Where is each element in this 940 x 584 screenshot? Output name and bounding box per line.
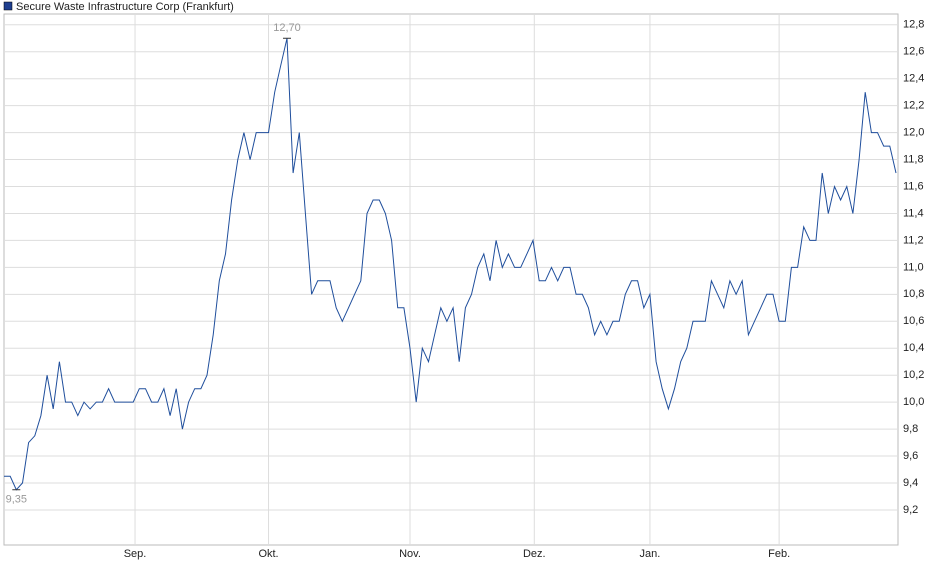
y-tick-label: 10,0: [903, 396, 924, 408]
y-tick-label: 10,4: [903, 342, 924, 354]
y-tick-label: 11,8: [903, 153, 924, 165]
y-tick-label: 11,6: [903, 180, 924, 192]
y-tick-label: 9,6: [903, 450, 918, 462]
y-tick-label: 11,0: [903, 261, 924, 273]
extreme-label: 9,35: [6, 494, 27, 506]
y-tick-label: 9,8: [903, 423, 918, 435]
y-tick-label: 12,6: [903, 46, 924, 58]
y-tick-label: 9,4: [903, 477, 918, 489]
y-tick-label: 12,2: [903, 100, 924, 112]
y-tick-label: 12,8: [903, 19, 924, 31]
y-tick-label: 10,6: [903, 315, 924, 327]
y-tick-label: 9,2: [903, 504, 918, 516]
legend-swatch: [3, 1, 13, 11]
y-tick-label: 10,2: [903, 369, 924, 381]
x-tick-label: Nov.: [399, 548, 421, 560]
x-tick-label: Okt.: [258, 548, 278, 560]
y-tick-label: 12,0: [903, 127, 924, 139]
x-tick-label: Jan.: [640, 548, 661, 560]
y-tick-label: 11,4: [903, 207, 924, 219]
x-tick-label: Feb.: [768, 548, 790, 560]
x-tick-label: Dez.: [523, 548, 546, 560]
extreme-label: 12,70: [273, 22, 301, 34]
price-line: [4, 38, 897, 491]
plot-frame: [3, 13, 899, 546]
y-tick-label: 12,4: [903, 73, 924, 85]
legend-label: Secure Waste Infrastructure Corp (Frankf…: [16, 1, 234, 13]
x-tick-label: Sep.: [124, 548, 147, 560]
y-tick-label: 10,8: [903, 288, 924, 300]
y-tick-label: 11,2: [903, 234, 924, 246]
